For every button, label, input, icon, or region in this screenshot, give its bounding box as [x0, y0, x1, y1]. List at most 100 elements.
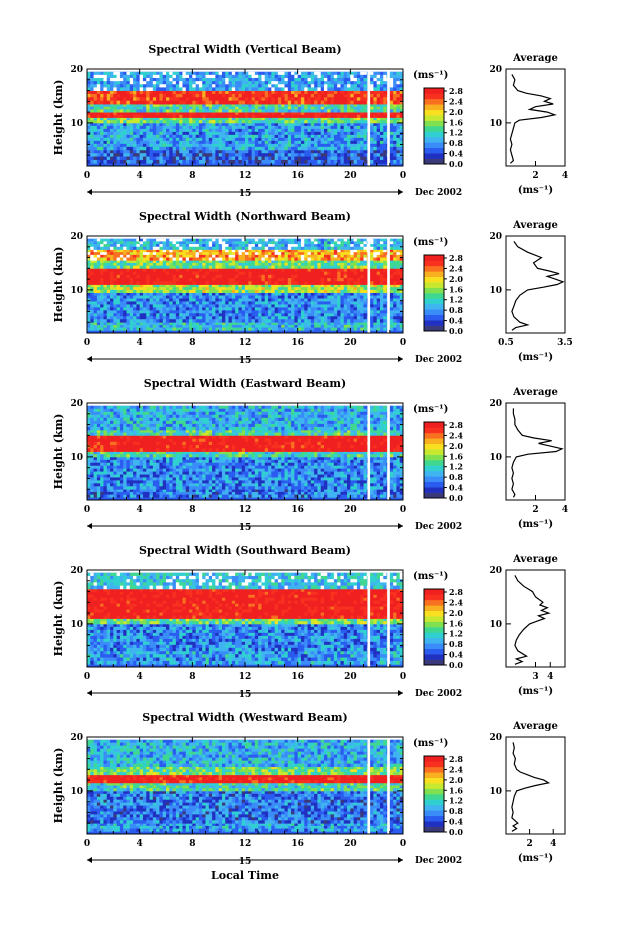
heatmap-cell	[324, 128, 328, 133]
heatmap-cell	[195, 322, 200, 326]
heatmap-cell	[228, 134, 233, 139]
heatmap-cell	[119, 143, 124, 148]
heatmap-cell	[225, 327, 229, 331]
heatmap-cell	[156, 134, 160, 139]
heatmap-cell	[320, 100, 325, 105]
heatmap-cell	[277, 81, 282, 85]
heatmap-cell	[333, 281, 338, 285]
heatmap-cell	[146, 100, 150, 105]
heatmap-cell	[251, 319, 256, 323]
heatmap-cell	[340, 268, 345, 272]
heatmap-cell	[172, 90, 177, 95]
heatmap-cell	[235, 324, 239, 329]
heatmap-cell	[261, 134, 266, 139]
heatmap-cell	[100, 128, 104, 133]
heatmap-cell	[159, 301, 164, 305]
missing-data-gap	[387, 69, 390, 166]
heatmap-cell	[271, 77, 276, 82]
heatmap-cell	[291, 274, 295, 279]
heatmap-cell	[383, 109, 387, 113]
heatmap-cell	[300, 324, 305, 329]
heatmap-cell	[399, 125, 404, 130]
heatmap-cell	[110, 122, 114, 127]
heatmap-cell	[93, 278, 98, 282]
heatmap-cell	[126, 77, 131, 82]
heatmap-cell	[179, 287, 183, 291]
heatmap-cell	[320, 125, 325, 130]
heatmap-cell	[271, 143, 276, 148]
heatmap-cell	[383, 117, 387, 121]
heatmap-cell	[113, 93, 118, 98]
heatmap-cell	[310, 304, 315, 308]
heatmap-cell	[205, 77, 210, 82]
heatmap-cell	[221, 112, 226, 116]
heatmap-cell	[123, 307, 127, 311]
heatmap-cell	[198, 322, 203, 326]
heatmap-cell	[343, 322, 348, 326]
heatmap-cell	[159, 81, 164, 85]
heatmap-cell	[370, 140, 374, 145]
heatmap-cell	[389, 114, 394, 118]
heatmap-cell	[149, 109, 154, 113]
heatmap-cell	[162, 90, 167, 95]
heatmap-cell	[110, 295, 114, 299]
heatmap-cell	[100, 104, 104, 108]
heatmap-cell	[261, 156, 266, 161]
heatmap-cell	[248, 307, 252, 311]
heatmap-cell	[254, 301, 259, 305]
heatmap-cell	[142, 81, 147, 85]
heatmap-cell	[202, 71, 206, 76]
heatmap-cell	[333, 106, 338, 110]
heatmap-cell	[166, 159, 170, 164]
heatmap-cell	[396, 120, 401, 124]
heatmap-cell	[330, 104, 335, 108]
heatmap-cell	[399, 122, 404, 127]
heatmap-cell	[271, 327, 276, 331]
heatmap-cell	[356, 143, 361, 148]
heatmap-cell	[212, 122, 216, 127]
heatmap-cell	[324, 289, 328, 293]
heatmap-cell	[254, 137, 259, 142]
heatmap-cell	[248, 122, 252, 127]
heatmap-cell	[100, 304, 104, 308]
heatmap-cell	[136, 281, 141, 285]
heatmap-cell	[110, 274, 114, 279]
heatmap-cell	[274, 313, 279, 317]
heatmap-cell	[350, 97, 355, 102]
heatmap-cell	[287, 274, 292, 279]
heatmap-cell	[129, 327, 134, 331]
heatmap-cell	[264, 87, 269, 91]
heatmap-cell	[215, 134, 220, 139]
heatmap-cell	[360, 106, 364, 110]
heatmap-cell	[297, 114, 302, 118]
heatmap-cell	[195, 122, 200, 127]
heatmap-cell	[208, 278, 213, 282]
heatmap-cell	[310, 93, 315, 98]
heatmap-cell	[271, 134, 276, 139]
heatmap-cell	[300, 310, 305, 314]
heatmap-cell	[277, 117, 282, 121]
heatmap-cell	[258, 106, 262, 110]
heatmap-cell	[304, 74, 308, 79]
heatmap-cell	[185, 93, 190, 98]
heatmap-cell	[363, 137, 368, 142]
heatmap-cell	[116, 284, 121, 288]
heatmap-cell	[205, 159, 210, 164]
heatmap-cell	[245, 122, 249, 127]
heatmap-cell	[376, 97, 381, 102]
colorbar-tick-label: 0.4	[449, 149, 463, 159]
heatmap-cell	[251, 289, 256, 293]
heatmap-cell	[139, 289, 144, 293]
heatmap-cell	[235, 304, 239, 308]
heatmap-cell	[258, 292, 262, 296]
heatmap-cell	[116, 137, 121, 142]
heatmap-cell	[245, 278, 249, 282]
heatmap-cell	[175, 287, 180, 291]
heatmap-cell	[116, 289, 121, 293]
heatmap-cell	[327, 125, 331, 130]
heatmap-cell	[248, 324, 252, 329]
heatmap-cell	[310, 117, 315, 121]
heatmap-cell	[228, 292, 233, 296]
heatmap-cell	[90, 310, 94, 314]
heatmap-cell	[106, 281, 111, 285]
